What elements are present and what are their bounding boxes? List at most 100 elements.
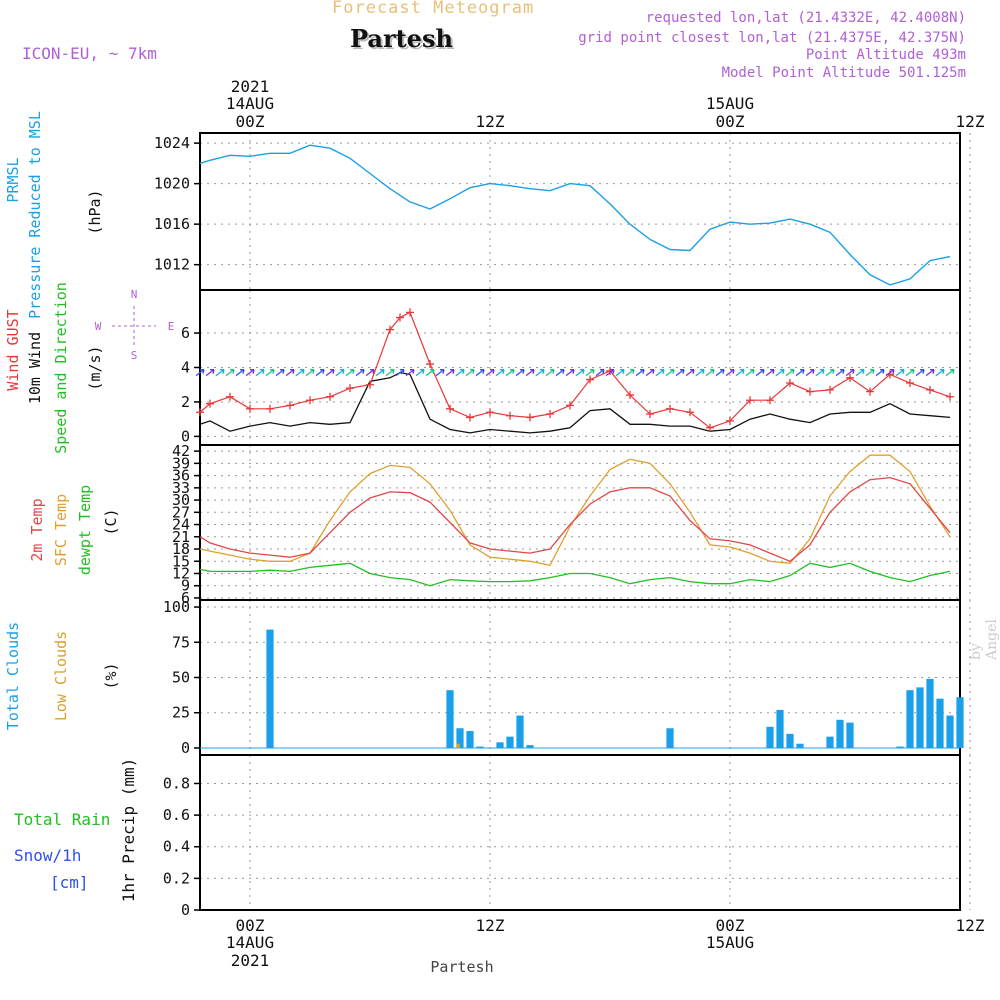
y-tick-label: 2 bbox=[181, 393, 190, 411]
gust-marker bbox=[546, 410, 554, 418]
y-tick-label: 0.2 bbox=[163, 869, 190, 887]
y-tick-label: 4 bbox=[181, 359, 190, 377]
gust-marker bbox=[926, 385, 934, 394]
wind-direction-arrow bbox=[835, 369, 845, 377]
rain-label: Total Rain bbox=[14, 810, 110, 829]
panel-frame-precip bbox=[199, 754, 961, 911]
wind-direction-arrow bbox=[325, 369, 335, 377]
point-altitude: Point Altitude 493m bbox=[805, 47, 966, 63]
wind-direction-arrow bbox=[515, 369, 525, 377]
total-clouds-label: Total Clouds bbox=[4, 622, 22, 730]
wind-direction-arrow bbox=[675, 369, 685, 377]
model-altitude: Model Point Altitude 501.125m bbox=[721, 65, 966, 81]
wind-direction-arrow bbox=[745, 369, 755, 377]
y-tick-label: 0 bbox=[181, 427, 190, 445]
wind-direction-arrow bbox=[735, 369, 745, 377]
wind-direction-arrow bbox=[275, 369, 285, 377]
wind-direction-arrow bbox=[645, 369, 655, 377]
y-tick-label: 1012 bbox=[154, 256, 190, 274]
y-tick-label: 15 bbox=[172, 552, 190, 570]
wind-direction-arrow bbox=[925, 369, 935, 377]
wind-direction-arrow bbox=[685, 369, 695, 377]
total-cloud-bar bbox=[796, 743, 804, 748]
gust-marker bbox=[246, 404, 254, 413]
gust-marker bbox=[566, 401, 574, 410]
gust-marker bbox=[506, 411, 514, 420]
dewpoint-line bbox=[199, 562, 951, 587]
gust-marker bbox=[386, 325, 394, 334]
y-tick-label: 33 bbox=[172, 479, 190, 497]
wind-direction-arrow bbox=[375, 369, 385, 377]
gust-marker bbox=[586, 375, 594, 384]
gust-marker bbox=[226, 392, 234, 401]
wind-direction-arrow bbox=[205, 369, 215, 377]
total-cloud-bar bbox=[446, 690, 454, 748]
wind-direction-arrow bbox=[855, 369, 865, 377]
temp-2m-label: 2m Temp bbox=[28, 498, 46, 561]
gust-marker bbox=[666, 404, 674, 413]
compass-east-label: E bbox=[168, 320, 175, 333]
wind-direction-arrow bbox=[595, 369, 605, 377]
compass-west-label: W bbox=[95, 320, 102, 333]
wind-10m-label: 10m Wind bbox=[26, 332, 44, 404]
requested-location: requested lon,lat (21.4332E, 42.4008N) bbox=[645, 10, 966, 26]
bottom-axis-hour-label: 12Z bbox=[956, 916, 985, 935]
y-tick-label: 39 bbox=[172, 454, 190, 472]
total-cloud-bar bbox=[266, 629, 274, 748]
total-cloud-bar bbox=[926, 678, 934, 748]
wind-direction-arrow bbox=[945, 369, 955, 377]
panel-frame-temperature bbox=[199, 444, 961, 601]
wind-direction-arrow bbox=[255, 369, 265, 377]
top-axis-date-label: 15AUG bbox=[706, 94, 754, 113]
gust-marker bbox=[366, 380, 374, 389]
wind-direction-arrow bbox=[915, 369, 925, 377]
low-clouds-label: Low Clouds bbox=[52, 631, 70, 721]
surface-temp-line bbox=[199, 454, 951, 567]
dewpoint-label: dewpt Temp bbox=[76, 485, 94, 575]
wind-direction-arrow bbox=[615, 369, 625, 377]
gust-marker bbox=[406, 308, 414, 317]
wind-direction-arrow bbox=[495, 369, 505, 377]
wind-direction-arrow bbox=[475, 369, 485, 377]
chart-title: Partesh bbox=[350, 24, 453, 53]
bottom-axis-hour-label: 00Z bbox=[236, 916, 265, 935]
wind-direction-arrow bbox=[795, 369, 805, 377]
y-tick-label: 1016 bbox=[154, 215, 190, 233]
y-tick-label: 18 bbox=[172, 540, 190, 558]
wind-direction-arrow bbox=[805, 369, 815, 377]
wind-direction-arrow bbox=[875, 369, 885, 377]
total-cloud-bar bbox=[956, 697, 964, 748]
pressure-label-long: Pressure Reduced to MSL bbox=[26, 111, 44, 319]
pressure-label-prmsl: PRMSL bbox=[4, 157, 22, 202]
surface-temp-label: SFC Temp bbox=[52, 494, 70, 566]
y-tick-label: 6 bbox=[181, 324, 190, 342]
snow-label: Snow/1h bbox=[14, 846, 81, 865]
wind-direction-arrow bbox=[345, 369, 355, 377]
total-cloud-bar bbox=[766, 726, 774, 748]
wind-direction-arrow bbox=[525, 369, 535, 377]
total-cloud-bar bbox=[786, 733, 794, 748]
gust-marker bbox=[466, 413, 474, 422]
total-cloud-bar bbox=[516, 715, 524, 748]
y-tick-label: 12 bbox=[172, 564, 190, 582]
total-cloud-bar bbox=[776, 709, 784, 748]
wind-direction-arrow bbox=[775, 369, 785, 377]
bottom-axis-hour-label: 00Z bbox=[716, 916, 745, 935]
panel-frame-pressure bbox=[199, 132, 961, 291]
gust-marker bbox=[866, 387, 874, 396]
wind-direction-arrow bbox=[755, 369, 765, 377]
y-tick-label: 27 bbox=[172, 503, 190, 521]
wind-direction-arrow bbox=[575, 369, 585, 377]
bottom-axis-date-label: 15AUG bbox=[706, 933, 754, 952]
gust-marker bbox=[396, 313, 404, 322]
wind-direction-arrow bbox=[725, 369, 735, 377]
wind-direction-arrow bbox=[545, 369, 555, 377]
gust-marker bbox=[196, 408, 204, 417]
wind-direction-arrow bbox=[765, 369, 775, 377]
wind-direction-arrow bbox=[565, 369, 575, 377]
wind-direction-arrow bbox=[225, 369, 235, 377]
wind-direction-arrow bbox=[295, 369, 305, 377]
wind-direction-arrow bbox=[385, 369, 395, 377]
total-cloud-bar bbox=[456, 728, 464, 748]
wind-direction-arrow bbox=[215, 369, 225, 377]
